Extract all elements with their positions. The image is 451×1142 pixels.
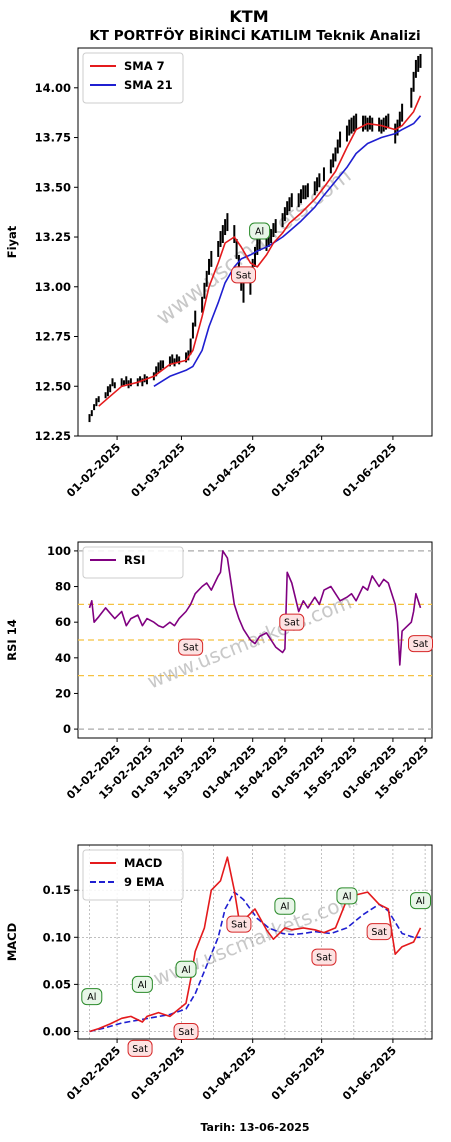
rsi-ytick-label: 100: [47, 544, 71, 558]
price-ytick-label: 14.00: [35, 81, 71, 95]
price-xtick-label: 01-03-2025: [129, 441, 188, 500]
macd-ylabel: MACD: [5, 923, 19, 961]
sma21-line: [153, 115, 422, 387]
macd-ytick-label: 0.05: [43, 977, 71, 991]
signal-label: Sat: [236, 270, 252, 281]
rsi-ytick-label: 40: [55, 651, 71, 665]
sell-signal: Sat: [173, 1022, 199, 1040]
buy-signal: Al: [175, 960, 197, 978]
macd-legend-entry: MACD: [124, 856, 162, 870]
price-ytick-label: 13.00: [35, 280, 71, 294]
signal-label: Sat: [371, 927, 387, 938]
signal-label: Sat: [132, 1044, 148, 1055]
macd-frame: [77, 844, 433, 1040]
price-ytick-label: 13.25: [35, 230, 71, 244]
signal-box: [249, 222, 271, 240]
macd-xtick-label: 01-02-2025: [64, 1044, 123, 1103]
price-ytick-label: 13.75: [35, 131, 71, 145]
signal-label: Sat: [284, 618, 300, 629]
buy-signal: Al: [410, 892, 432, 910]
price-xtick-label: 01-06-2025: [340, 441, 399, 500]
price-legend-entry: SMA 7: [124, 59, 165, 73]
chart-title: KT PORTFÖY BİRİNCİ KATILIM Teknik Analiz…: [89, 26, 420, 44]
macd-ytick-label: 0.10: [43, 930, 71, 944]
signal-label: Al: [280, 902, 289, 913]
rsi-ylabel: RSI 14: [5, 619, 19, 660]
signal-box: [311, 948, 337, 966]
macd-ytick-label: 0.00: [43, 1024, 71, 1038]
signal-box: [81, 988, 103, 1006]
signal-box: [175, 960, 197, 978]
buy-signal: Al: [81, 988, 103, 1006]
price-frame: [77, 47, 433, 437]
macd-xtick-label: 01-04-2025: [200, 1044, 259, 1103]
signal-label: Al: [87, 992, 96, 1003]
sell-signal: Sat: [178, 638, 204, 656]
price-ytick-label: 12.50: [35, 379, 71, 393]
macd-legend-entry: 9 EMA: [124, 875, 164, 889]
signal-label: Sat: [316, 953, 332, 964]
signal-box: [279, 613, 305, 631]
rsi-legend-entry: RSI: [124, 553, 145, 567]
price-legend-entry: SMA 21: [124, 78, 173, 92]
sell-signal: Sat: [408, 635, 434, 653]
buy-signal: Al: [336, 887, 358, 905]
signal-label: Al: [255, 227, 264, 238]
signal-box: [127, 1039, 153, 1057]
signal-label: Sat: [413, 639, 429, 650]
price-ytick-label: 13.50: [35, 180, 71, 194]
signal-box: [274, 897, 296, 915]
price-xtick-label: 01-05-2025: [269, 441, 328, 500]
price-ytick-label: 12.75: [35, 330, 71, 344]
price-xtick-label: 01-04-2025: [200, 441, 259, 500]
rsi-ytick-label: 60: [55, 615, 71, 629]
signal-label: Al: [181, 965, 190, 976]
buy-signal: Al: [131, 975, 153, 993]
sell-signal: Sat: [127, 1039, 153, 1057]
signal-box: [231, 266, 257, 284]
sell-signal: Sat: [279, 613, 305, 631]
signal-box: [178, 638, 204, 656]
buy-signal: Al: [249, 222, 271, 240]
signal-box: [336, 887, 358, 905]
macd-xtick-label: 01-05-2025: [269, 1044, 328, 1103]
price-xtick-label: 01-02-2025: [64, 441, 123, 500]
sell-signal: Sat: [311, 948, 337, 966]
rsi-ytick-label: 20: [55, 686, 71, 700]
rsi-legend: [82, 546, 184, 579]
sell-signal: Sat: [231, 266, 257, 284]
rsi-line: [88, 550, 422, 666]
signal-label: Sat: [231, 920, 247, 931]
watermark: www.uscmarkets.com: [152, 163, 357, 330]
signal-box: [226, 915, 252, 933]
signal-box: [366, 923, 392, 941]
sell-signal: Sat: [366, 923, 392, 941]
signal-box: [173, 1022, 199, 1040]
signal-label: Al: [416, 896, 425, 907]
signal-box: [408, 635, 434, 653]
date-label: Tarih: 13-06-2025: [200, 1121, 309, 1134]
watermark: www.uscmarkets.com: [144, 590, 355, 694]
rsi-ytick-label: 0: [63, 722, 71, 736]
rsi-ytick-label: 80: [55, 580, 71, 594]
price-ylabel: Fiyat: [5, 225, 19, 258]
price-ytick-label: 12.25: [35, 429, 71, 443]
sell-signal: Sat: [226, 915, 252, 933]
signal-label: Sat: [183, 643, 199, 654]
signal-label: Al: [138, 980, 147, 991]
signal-label: Al: [342, 891, 351, 902]
macd-xtick-label: 01-06-2025: [340, 1044, 399, 1103]
signal-box: [131, 975, 153, 993]
signal-label: Sat: [178, 1027, 194, 1038]
chart-ticker: KTM: [229, 7, 268, 26]
macd-ytick-label: 0.15: [43, 883, 71, 897]
ema9-line: [89, 891, 421, 1033]
signal-box: [410, 892, 432, 910]
sma7-line: [98, 95, 422, 407]
buy-signal: Al: [274, 897, 296, 915]
